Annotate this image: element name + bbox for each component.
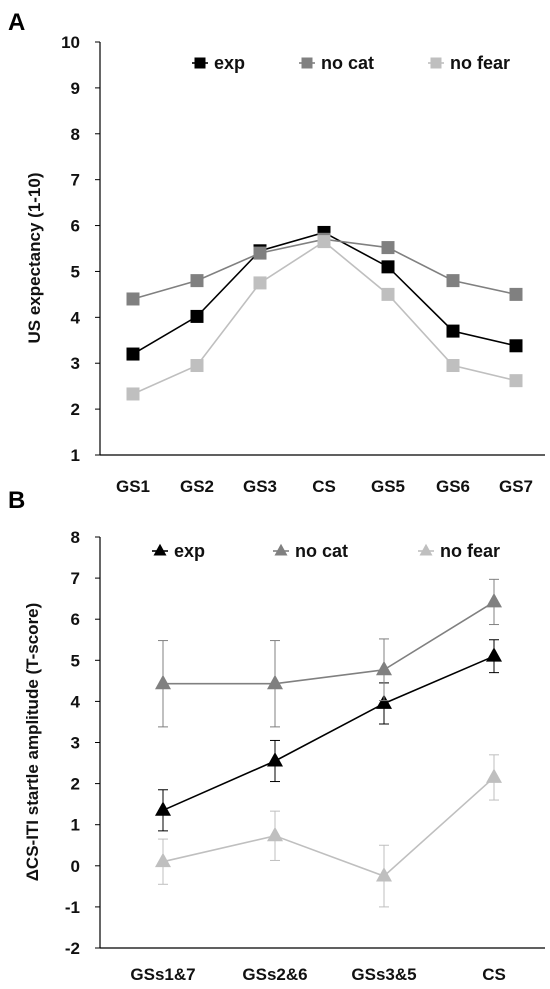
chart-b-data-point: [155, 852, 171, 868]
chart-b-y-tick-label: 8: [71, 528, 80, 547]
chart-a-legend-label: no fear: [450, 53, 510, 73]
chart-a-data-point: [509, 287, 523, 301]
chart-a-data-point: [446, 274, 460, 288]
chart-b-y-tick-label: 4: [71, 692, 81, 711]
chart-b-data-point: [376, 694, 392, 709]
chart-a-y-tick-label: 10: [61, 33, 80, 52]
chart-a-data-point: [509, 374, 523, 388]
chart-a-legend-label: exp: [214, 53, 245, 73]
chart-a-legend-marker: [301, 57, 313, 69]
chart-b-data-point: [486, 647, 502, 662]
chart-b-data-point: [376, 867, 392, 882]
chart-b-x-tick-label: GSs2&6: [242, 965, 307, 984]
chart-b-y-tick-label: 3: [71, 734, 80, 753]
panel-letter-b: B: [8, 487, 25, 514]
chart-a-y-tick-label: 4: [71, 308, 81, 327]
chart-a-y-tick-label: 2: [71, 400, 80, 419]
chart-b-data-point: [267, 674, 283, 690]
chart-b-x-tick-label: GSs3&5: [351, 965, 416, 984]
chart-a-x-tick-label: GS6: [436, 477, 470, 496]
chart-b-data-point: [155, 801, 171, 816]
chart-b-y-tick-label: 0: [71, 857, 80, 876]
chart-a-y-tick-label: 5: [71, 262, 80, 281]
panel-letter-a: A: [8, 9, 25, 36]
chart-b-series-line-0: [162, 655, 495, 812]
chart-a-data-point: [381, 241, 395, 255]
chart-a-data-point: [190, 274, 204, 288]
chart-b-series-line-2: [162, 776, 495, 877]
chart-b-y-tick-label: 7: [71, 569, 80, 588]
chart-a-x-tick-label: CS: [312, 477, 336, 496]
chart-a-data-point: [126, 292, 140, 306]
chart-a-legend-marker: [194, 57, 206, 69]
chart-a-data-point: [253, 276, 267, 290]
chart-a-y-tick-label: 7: [71, 171, 80, 190]
chart-a-legend-label: no cat: [321, 53, 374, 73]
chart-a-data-point: [190, 309, 204, 323]
chart-a-data-point: [446, 324, 460, 338]
chart-a-data-point: [381, 287, 395, 301]
chart-b-x-tick-label: GSs1&7: [130, 965, 195, 984]
chart-b-legend-marker: [419, 543, 433, 556]
chart-a-x-tick-label: GS2: [180, 477, 214, 496]
chart-b-y-tick-label: -1: [65, 898, 80, 917]
chart-b-data-point: [376, 660, 392, 676]
chart-a-legend-marker: [430, 57, 442, 69]
chart-a-y-tick-label: 6: [71, 217, 80, 236]
chart-a-data-point: [381, 260, 395, 274]
chart-b-data-point: [267, 752, 283, 767]
chart-b-y-tick-label: 1: [71, 816, 80, 835]
chart-a-x-tick-label: GS7: [499, 477, 533, 496]
chart-b-ylabel: ΔCS-ITI startle amplitude (T-score): [23, 603, 42, 882]
chart-b: ΔCS-ITI startle amplitude (T-score) -2 -1…: [23, 528, 545, 984]
chart-b-legend-marker: [274, 543, 288, 556]
chart-a-data-point: [253, 246, 267, 260]
chart-a-y-tick-label: 9: [71, 79, 80, 98]
chart-a-y-tick-label: 8: [71, 125, 80, 144]
chart-a-x-tick-label: GS1: [116, 477, 150, 496]
chart-b-data-point: [486, 593, 502, 608]
chart-a-data-point: [446, 359, 460, 373]
chart-b-legend-marker: [153, 543, 167, 556]
chart-a-data-point: [126, 387, 140, 401]
chart-b-legend-label: exp: [174, 541, 205, 561]
chart-b-series-line-1: [163, 601, 495, 685]
chart-a-y-tick-label: 1: [71, 446, 80, 465]
chart-a-data-point: [126, 347, 140, 361]
chart-b-x-tick-label: CS: [482, 965, 506, 984]
chart-b-data-point: [486, 768, 502, 783]
chart-b-legend-label: no cat: [295, 541, 348, 561]
chart-a-series-line-1: [132, 238, 517, 300]
chart-a-data-point: [190, 359, 204, 373]
chart-a-data-point: [317, 235, 331, 249]
chart-a-x-tick-label: GS3: [243, 477, 277, 496]
chart-a-x-tick-label: GS5: [371, 477, 405, 496]
chart-b-y-tick-label: 5: [71, 651, 80, 670]
chart-b-data-point: [267, 826, 283, 842]
chart-a-ylabel: US expectancy (1-10): [25, 172, 44, 343]
chart-b-legend-label: no fear: [440, 541, 500, 561]
chart-a-y-tick-label: 3: [71, 354, 80, 373]
chart-b-y-tick-label: 2: [71, 775, 80, 794]
chart-b-y-tick-label: 6: [71, 610, 80, 629]
chart-a: US expectancy (1-10) 1 2 3 4 5 6 7 8 9 10 GS1 GS2 GS…: [25, 33, 545, 496]
chart-b-data-point: [155, 674, 171, 690]
chart-b-y-tick-label: -2: [65, 939, 80, 958]
chart-a-data-point: [509, 339, 523, 353]
